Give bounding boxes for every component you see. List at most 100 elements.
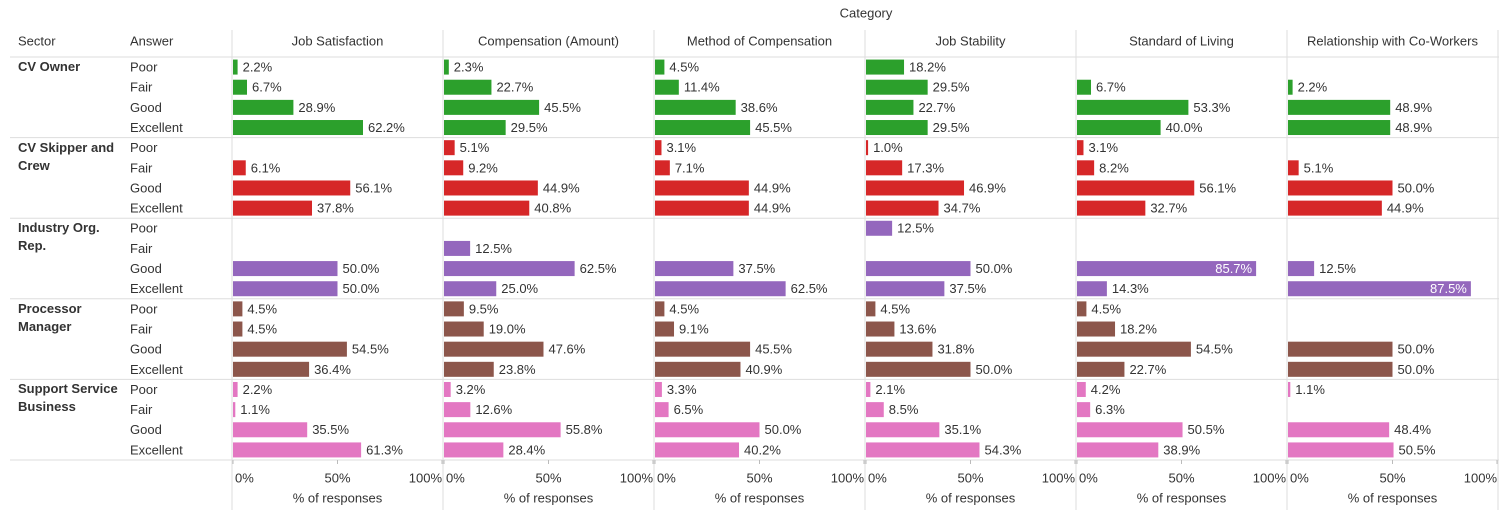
bar — [1288, 160, 1299, 176]
x-axis-title: % of responses — [1137, 490, 1227, 505]
value-label: 29.5% — [933, 80, 970, 95]
value-label: 17.3% — [907, 160, 944, 175]
bar — [655, 281, 786, 297]
value-label: 34.7% — [944, 201, 981, 216]
bar — [444, 422, 561, 438]
value-label: 40.9% — [745, 362, 782, 377]
category-header: Job Satisfaction — [292, 33, 384, 48]
category-header: Job Stability — [935, 33, 1006, 48]
x-tick-label: 100% — [409, 470, 443, 485]
value-label: 54.5% — [1196, 342, 1233, 357]
bar — [233, 381, 238, 397]
value-label: 45.5% — [544, 100, 581, 115]
bar — [866, 422, 940, 438]
value-label: 14.3% — [1112, 281, 1149, 296]
x-axis-title: % of responses — [504, 490, 594, 505]
value-label: 37.8% — [317, 201, 354, 216]
bar — [1077, 341, 1191, 357]
bar — [233, 301, 243, 317]
x-tick-label: 0% — [1079, 470, 1098, 485]
bar — [233, 341, 347, 357]
value-label: 44.9% — [543, 180, 580, 195]
bar — [866, 381, 871, 397]
bar — [655, 402, 669, 418]
sector-label: CV Skipper and Crew — [18, 139, 115, 173]
value-label: 4.5% — [247, 321, 277, 336]
bar — [655, 321, 675, 337]
bar — [866, 301, 876, 317]
bar — [655, 59, 665, 75]
bar — [1077, 361, 1125, 377]
answer-label: Fair — [130, 402, 153, 417]
value-label: 55.8% — [566, 422, 603, 437]
bar — [866, 79, 928, 95]
sector-label: Processor Manager — [18, 300, 82, 334]
answer-label: Fair — [130, 241, 153, 256]
bar — [444, 381, 451, 397]
bar — [444, 79, 492, 95]
x-tick-label: 0% — [1290, 470, 1309, 485]
bar — [655, 99, 736, 115]
value-label: 6.1% — [251, 160, 281, 175]
answer-label: Excellent — [130, 362, 183, 377]
value-label: 40.2% — [744, 442, 781, 457]
bar — [1077, 120, 1161, 136]
value-label: 2.2% — [243, 60, 273, 75]
value-label: 9.1% — [679, 321, 709, 336]
value-label: 13.6% — [899, 321, 936, 336]
bar — [1077, 180, 1195, 196]
bar — [655, 120, 751, 136]
bar — [1288, 361, 1393, 377]
x-axis-title: % of responses — [715, 490, 805, 505]
value-label: 23.8% — [499, 362, 536, 377]
sector-label: Industry Org. Rep. — [18, 220, 100, 254]
value-label: 12.6% — [475, 402, 512, 417]
value-label: 45.5% — [755, 342, 792, 357]
x-tick-label: 50% — [1379, 470, 1405, 485]
answer-label: Excellent — [130, 120, 183, 135]
value-label: 48.9% — [1395, 120, 1432, 135]
bar — [1077, 79, 1092, 95]
value-label: 11.4% — [684, 80, 720, 95]
bar — [655, 301, 665, 317]
value-label: 2.2% — [243, 382, 273, 397]
bar — [1288, 79, 1293, 95]
bar — [866, 402, 884, 418]
bar — [1288, 442, 1394, 458]
sector-label-box: Support Service Business — [18, 381, 118, 414]
category-header: Compensation (Amount) — [478, 33, 619, 48]
value-label: 5.1% — [1304, 160, 1334, 175]
sector-label-box: CV Owner — [18, 59, 80, 74]
bar — [866, 120, 928, 136]
bar — [655, 200, 749, 216]
value-label: 8.5% — [889, 402, 919, 417]
value-label: 62.5% — [580, 261, 617, 276]
value-label: 5.1% — [460, 140, 490, 155]
bar — [444, 301, 464, 317]
bar — [655, 442, 740, 458]
bar — [1288, 99, 1391, 115]
sector-label-box: Processor Manager — [18, 300, 82, 334]
x-axis-title: % of responses — [1348, 490, 1438, 505]
answer-label: Good — [130, 100, 162, 115]
value-label: 1.1% — [1295, 382, 1325, 397]
bar — [233, 442, 362, 458]
value-label: 28.4% — [508, 442, 545, 457]
value-label: 38.9% — [1163, 442, 1200, 457]
value-label: 4.5% — [669, 60, 699, 75]
value-label: 9.5% — [469, 301, 499, 316]
bar — [655, 341, 751, 357]
value-label: 50.0% — [976, 261, 1013, 276]
answer-label: Good — [130, 342, 162, 357]
value-label: 19.0% — [489, 321, 526, 336]
bar — [444, 180, 538, 196]
value-label: 12.5% — [897, 221, 934, 236]
answer-label: Fair — [130, 160, 153, 175]
bar — [655, 381, 662, 397]
value-label: 4.5% — [880, 301, 910, 316]
bar — [1077, 301, 1087, 317]
x-tick-label: 50% — [746, 470, 772, 485]
value-label: 56.1% — [1199, 180, 1236, 195]
bar — [444, 361, 494, 377]
answer-label: Excellent — [130, 201, 183, 216]
